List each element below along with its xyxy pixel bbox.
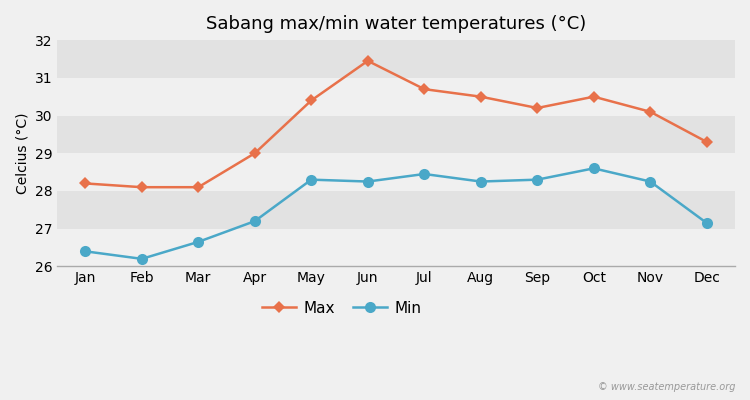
Max bbox=[476, 94, 485, 99]
Title: Sabang max/min water temperatures (°C): Sabang max/min water temperatures (°C) bbox=[206, 15, 586, 33]
Min bbox=[307, 177, 316, 182]
Bar bbox=[57, 229, 735, 266]
Max bbox=[307, 98, 316, 103]
Max bbox=[532, 106, 542, 110]
Max bbox=[251, 151, 260, 156]
Min bbox=[590, 166, 598, 171]
Max bbox=[590, 94, 598, 99]
Min bbox=[363, 179, 372, 184]
Legend: Max, Min: Max, Min bbox=[256, 295, 428, 322]
Line: Min: Min bbox=[80, 163, 712, 264]
Max bbox=[194, 185, 202, 190]
Min bbox=[646, 179, 655, 184]
Bar bbox=[57, 116, 735, 153]
Bar bbox=[57, 78, 735, 116]
Y-axis label: Celcius (°C): Celcius (°C) bbox=[15, 112, 29, 194]
Max bbox=[646, 109, 655, 114]
Min bbox=[251, 219, 260, 224]
Min bbox=[137, 256, 146, 261]
Bar bbox=[57, 153, 735, 191]
Text: © www.seatemperature.org: © www.seatemperature.org bbox=[598, 382, 735, 392]
Max bbox=[420, 87, 429, 92]
Max bbox=[81, 181, 90, 186]
Bar bbox=[57, 40, 735, 78]
Min bbox=[420, 172, 429, 176]
Max bbox=[702, 140, 711, 144]
Min bbox=[194, 240, 202, 244]
Min bbox=[81, 249, 90, 254]
Min bbox=[532, 177, 542, 182]
Bar bbox=[57, 191, 735, 229]
Min bbox=[476, 179, 485, 184]
Min bbox=[702, 221, 711, 226]
Max bbox=[137, 185, 146, 190]
Max bbox=[363, 58, 372, 63]
Line: Max: Max bbox=[81, 57, 711, 191]
